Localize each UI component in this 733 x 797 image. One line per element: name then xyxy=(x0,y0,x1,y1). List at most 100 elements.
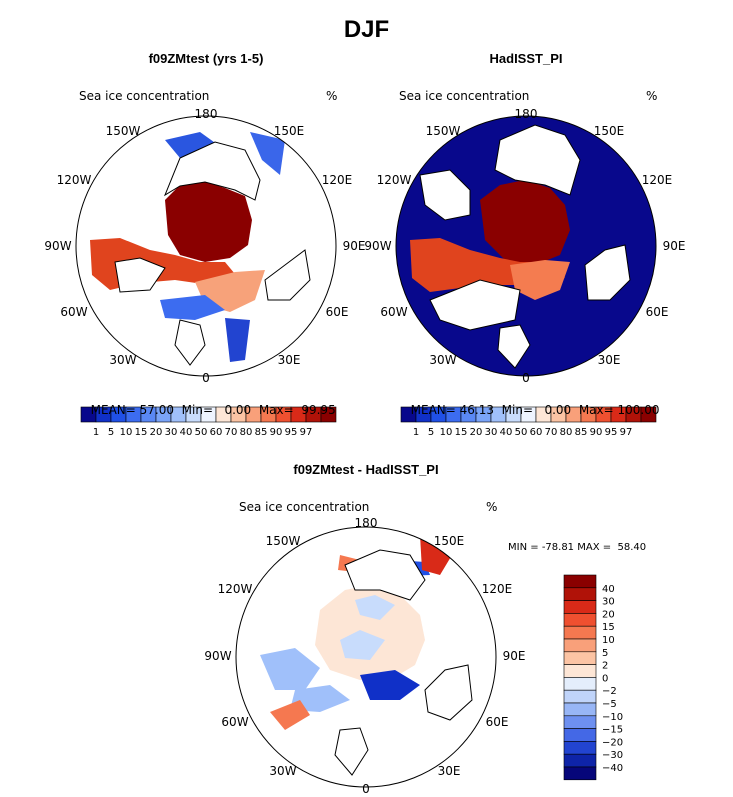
colorbar-left-label-9: 70 xyxy=(225,427,238,438)
colorbar-right-label-6: 40 xyxy=(500,427,513,438)
min-label-right: Min= xyxy=(501,403,534,417)
lon-label-30e-right: 30E xyxy=(598,353,621,367)
lon-label-0-left: 0 xyxy=(202,371,210,385)
colorbar-right-label-14: 97 xyxy=(620,427,633,438)
panel-title-right: HadISST_PI xyxy=(489,51,563,66)
colorbar-left-label-10: 80 xyxy=(240,427,253,438)
colorbar-diff-label-2: 20 xyxy=(602,609,615,620)
lon-label-150w-left: 150W xyxy=(106,124,141,138)
map-left xyxy=(76,116,336,376)
colorbar-diff-label-12: −20 xyxy=(602,737,623,748)
mean-value-left: 57.00 xyxy=(139,403,175,417)
lon-label-90e-diff: 90E xyxy=(503,649,526,663)
max-label-left: Max= xyxy=(258,403,294,417)
colorbar-left-label-11: 85 xyxy=(255,427,268,438)
colorbar-diff-swatch-7 xyxy=(563,664,597,678)
stats-left: MEAN= 57.00 Min= 0.00 Max= 99.95 xyxy=(83,389,336,417)
max-value-right: 100.00 xyxy=(617,403,660,417)
colorbar-diff-label-0: 40 xyxy=(602,584,615,595)
mean-label-left: MEAN= xyxy=(90,403,136,417)
colorbar-right-label-13: 95 xyxy=(605,427,618,438)
lon-label-30w-diff: 30W xyxy=(269,764,296,778)
lon-label-90w-right: 90W xyxy=(364,239,391,253)
min-value-right: 0.00 xyxy=(544,403,572,417)
max-value-diff: 58.40 xyxy=(617,542,647,553)
lon-label-120w-left: 120W xyxy=(57,173,92,187)
stats-right: MEAN= 46.13 Min= 0.00 Max= 100.00 xyxy=(403,389,660,417)
max-label-diff: MAX = xyxy=(577,542,612,553)
colorbar-diff-swatch-13 xyxy=(563,741,597,755)
colorbar-right-label-1: 5 xyxy=(428,427,434,438)
colorbar-diff-swatch-8 xyxy=(563,677,597,691)
lon-label-150e-diff: 150E xyxy=(434,534,465,548)
colorbar-right-label-9: 70 xyxy=(545,427,558,438)
stats-difference: MIN = -78.81 MAX = 58.40 xyxy=(508,542,646,553)
colorbar-left-swatch-16 xyxy=(320,406,337,423)
colorbar-left-label-12: 90 xyxy=(270,427,283,438)
colorbar-right-swatch-16 xyxy=(640,406,657,423)
colorbar-diff-label-1: 30 xyxy=(602,597,615,608)
mean-value-right: 46.13 xyxy=(459,403,495,417)
min-value-left: 0.00 xyxy=(224,403,252,417)
colorbar-diff-swatch-10 xyxy=(563,702,597,717)
lon-label-0-diff: 0 xyxy=(362,782,370,796)
lon-label-150w-diff: 150W xyxy=(266,534,301,548)
colorbar-left-label-8: 60 xyxy=(210,427,223,438)
colorbar-left-label-7: 50 xyxy=(195,427,208,438)
colorbar-left-label-6: 40 xyxy=(180,427,193,438)
colorbar-diff-label-4: 10 xyxy=(602,635,615,646)
colorbar-diff-label-9: −5 xyxy=(602,699,617,710)
colorbar-right-label-2: 10 xyxy=(440,427,453,438)
colorbar-diff-label-10: −10 xyxy=(602,712,623,723)
colorbar-left-label-3: 15 xyxy=(135,427,148,438)
mean-label-right: MEAN= xyxy=(410,403,456,417)
colorbar-diff-swatch-11 xyxy=(563,715,597,729)
page-title: DJF xyxy=(343,16,390,43)
lon-label-90w-diff: 90W xyxy=(204,649,231,663)
lon-label-120w-right: 120W xyxy=(377,173,412,187)
lon-label-120w-diff: 120W xyxy=(218,582,253,596)
lon-label-30w-right: 30W xyxy=(429,353,456,367)
lon-label-150w-right: 150W xyxy=(426,124,461,138)
min-label-diff: MIN = xyxy=(508,542,539,553)
units-label-left: % xyxy=(326,89,338,103)
lon-label-90w-left: 90W xyxy=(44,239,71,253)
colorbar-right-label-8: 60 xyxy=(530,427,543,438)
lon-labels-right: 180 150E 120E 90E 60E 30E 0 30W 60W 90W … xyxy=(364,107,685,385)
colorbar-right-label-12: 90 xyxy=(590,427,603,438)
map-difference xyxy=(236,527,496,787)
colorbar-diff-swatch-9 xyxy=(563,689,597,704)
lon-label-0-right: 0 xyxy=(522,371,530,385)
colorbar-diff-swatch-3 xyxy=(563,613,597,627)
colorbar-diff-label-7: 0 xyxy=(602,673,608,684)
colorbar-right-label-7: 50 xyxy=(515,427,528,438)
colorbar-diff-label-14: −40 xyxy=(602,763,623,774)
lon-label-60w-right: 60W xyxy=(380,305,407,319)
colorbar-diff-label-6: 2 xyxy=(602,661,608,672)
lon-label-150e-right: 150E xyxy=(594,124,625,138)
colorbar-diff-swatch-15 xyxy=(563,766,597,781)
colorbar-diff-label-5: 5 xyxy=(602,648,608,659)
colorbar-left-label-4: 20 xyxy=(150,427,163,438)
colorbar-left-label-0: 1 xyxy=(93,427,99,438)
colorbar-diff-label-3: 15 xyxy=(602,622,615,633)
max-label-right: Max= xyxy=(578,403,614,417)
colorbar-diff-swatch-14 xyxy=(563,753,597,768)
colorbar-right-label-10: 80 xyxy=(560,427,573,438)
colorbar-diff-label-13: −30 xyxy=(602,750,623,761)
map-right xyxy=(396,116,656,376)
lon-labels-difference: 180 150E 120E 90E 60E 30E 0 30W 60W 90W … xyxy=(204,516,525,796)
lon-label-90e-left: 90E xyxy=(343,239,366,253)
lon-label-30e-diff: 30E xyxy=(438,764,461,778)
colorbar-left-label-5: 30 xyxy=(165,427,178,438)
min-label-left: Min= xyxy=(181,403,214,417)
lon-label-30e-left: 30E xyxy=(278,353,301,367)
lon-label-120e-left: 120E xyxy=(322,173,353,187)
colorbar-left: 1 5 10 15 20 30 40 50 60 70 80 85 90 95 97 xyxy=(80,406,337,438)
colorbar-right-label-0: 1 xyxy=(413,427,419,438)
units-label-right: % xyxy=(646,89,658,103)
colorbar-diff-swatch-0 xyxy=(563,574,597,589)
colorbar-right-label-4: 20 xyxy=(470,427,483,438)
lon-label-30w-left: 30W xyxy=(109,353,136,367)
